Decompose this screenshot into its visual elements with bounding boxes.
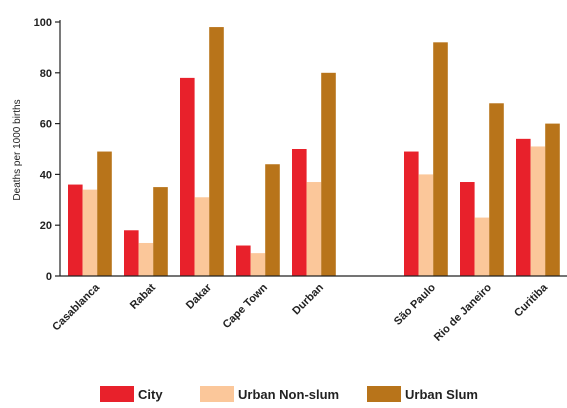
bars <box>68 27 560 276</box>
bar-2-2 <box>209 27 224 276</box>
category-label: Durban <box>290 281 326 317</box>
bar-0-1 <box>124 230 139 276</box>
bar-0-2 <box>180 78 195 276</box>
bar-0-3 <box>236 246 251 276</box>
y-tick-label: 60 <box>40 119 52 131</box>
bar-2-6 <box>489 103 504 276</box>
bar-0-7 <box>516 139 531 276</box>
category-label: Rio de Janeiro <box>432 281 494 343</box>
bar-1-6 <box>475 218 490 276</box>
category-label: São Paulo <box>392 281 438 327</box>
legend: City Urban Non-slum Urban Slum <box>100 386 478 402</box>
legend-swatch <box>200 386 234 402</box>
bar-1-2 <box>195 197 210 276</box>
y-tick-label: 40 <box>40 169 52 181</box>
bar-2-7 <box>545 124 560 276</box>
bar-2-1 <box>153 187 168 276</box>
bar-2-4 <box>321 73 336 276</box>
bar-1-3 <box>251 253 266 276</box>
bar-2-0 <box>97 152 112 276</box>
legend-swatch <box>100 386 134 402</box>
legend-label: Urban Non-slum <box>238 387 339 402</box>
category-label: Cape Town <box>221 281 271 331</box>
y-tick-label: 100 <box>34 17 52 29</box>
bar-1-7 <box>531 146 546 276</box>
category-label: Curitiba <box>512 281 550 319</box>
category-label: Dakar <box>184 281 215 312</box>
bar-2-5 <box>433 42 448 276</box>
legend-label: City <box>138 387 163 402</box>
bar-1-1 <box>139 243 154 276</box>
bar-0-4 <box>292 149 307 276</box>
bar-0-5 <box>404 152 419 276</box>
y-tick-label: 0 <box>46 271 52 283</box>
bar-2-3 <box>265 164 280 276</box>
bar-1-5 <box>419 174 434 276</box>
bar-0-6 <box>460 182 475 276</box>
y-axis-ticks: 0 20 40 60 80 100 <box>34 17 60 283</box>
category-label: Rabat <box>128 281 158 311</box>
bar-1-0 <box>83 190 98 276</box>
category-labels: Casablanca Rabat Dakar Cape Town Durban São P… <box>50 281 550 344</box>
bar-1-4 <box>307 182 322 276</box>
category-label: Casablanca <box>50 281 102 333</box>
y-tick-label: 80 <box>40 68 52 80</box>
y-tick-label: 20 <box>40 220 52 232</box>
bar-0-0 <box>68 185 83 276</box>
legend-swatch <box>367 386 401 402</box>
legend-label: Urban Slum <box>405 387 478 402</box>
y-axis-label: Deaths per 1000 births <box>12 99 23 200</box>
